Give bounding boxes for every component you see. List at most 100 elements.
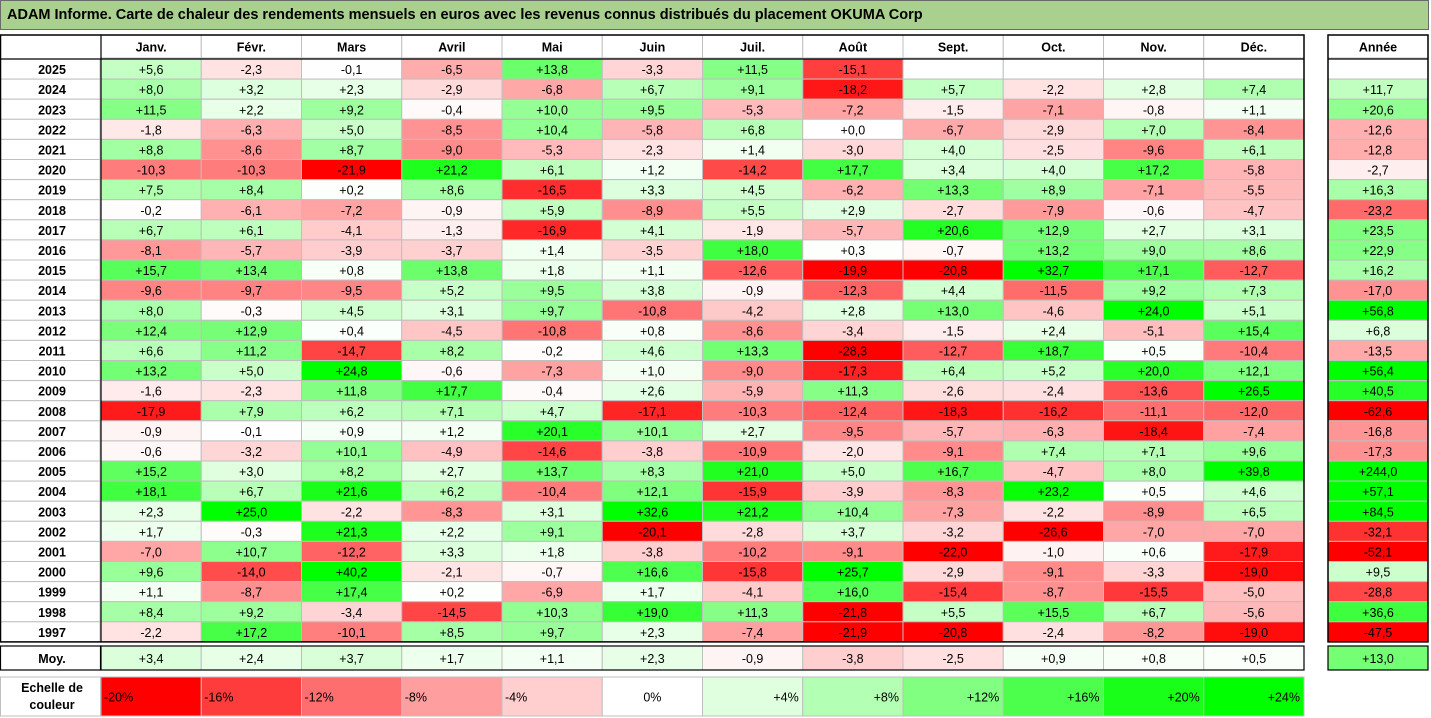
heat-cell-value: -10,1 <box>337 626 366 640</box>
heat-cell-value: +3,7 <box>841 525 866 539</box>
heat-cell-value: +8,4 <box>239 184 264 198</box>
annual-cell-value: -52,1 <box>1364 545 1393 559</box>
average-cell-value: +0,8 <box>1141 652 1166 666</box>
heat-cell-value: -14,6 <box>538 445 567 459</box>
heat-cell-value: -6,1 <box>241 204 263 218</box>
heat-cell-value: +1,4 <box>740 143 765 157</box>
heat-cell-value: +1,1 <box>640 264 665 278</box>
heat-cell-value: -2,2 <box>140 626 162 640</box>
heat-cell-value: -3,2 <box>241 445 263 459</box>
heat-cell-value: +7,4 <box>1242 83 1267 97</box>
heat-cell-value: +6,7 <box>139 224 164 238</box>
heat-cell-value: -9,6 <box>140 284 162 298</box>
heat-cell-value: -0,1 <box>241 425 263 439</box>
row-year-label: 2020 <box>38 164 66 178</box>
heat-cell-value: +2,3 <box>640 626 665 640</box>
heat-cell-value: -10,9 <box>738 445 767 459</box>
heat-cell-value: -3,3 <box>642 63 664 77</box>
heat-cell-value: +6,7 <box>239 485 264 499</box>
row-year-label: 2025 <box>38 63 66 77</box>
heat-cell-value: +5,6 <box>139 63 164 77</box>
heat-cell-value: -3,0 <box>842 143 864 157</box>
heat-cell-value: -15,8 <box>738 566 767 580</box>
heat-cell-value: +4,0 <box>941 143 966 157</box>
column-header-10: Oct. <box>1041 41 1065 55</box>
heat-cell-value: +9,5 <box>640 103 665 117</box>
heat-cell-value: +3,4 <box>941 164 966 178</box>
column-header-4: Avril <box>438 41 465 55</box>
annual-cell-value: +56,8 <box>1362 304 1394 318</box>
heat-cell-value: -6,7 <box>942 123 964 137</box>
heat-cell-value: -18,2 <box>839 83 868 97</box>
average-cell <box>301 645 403 671</box>
heat-cell-value: -5,5 <box>1243 184 1265 198</box>
heat-cell-value: +13,4 <box>236 264 268 278</box>
heat-cell-value: -7,4 <box>742 626 764 640</box>
heat-cell-value: +15,4 <box>1238 324 1270 338</box>
heat-cell-value: -8,4 <box>1243 123 1265 137</box>
annual-cell-value: -17,0 <box>1364 284 1393 298</box>
heat-cell-value: +10,1 <box>336 445 368 459</box>
heat-cell-value: -9,1 <box>1043 566 1065 580</box>
heat-cell-value: -12,3 <box>839 284 868 298</box>
heat-cell-value: +9,7 <box>540 304 565 318</box>
heat-cell-value: -5,0 <box>1243 586 1265 600</box>
scale-swatch-label: -4% <box>505 691 527 705</box>
scale-swatch <box>200 676 302 717</box>
heat-cell-value: +6,1 <box>540 164 565 178</box>
heat-cell-value: -6,3 <box>241 123 263 137</box>
heat-cell-value: +8,3 <box>640 465 665 479</box>
heat-cell-value: -8,2 <box>1143 626 1165 640</box>
annual-cell-value: -62,6 <box>1364 405 1393 419</box>
heat-cell-value: +11,5 <box>136 103 167 117</box>
heat-cell-value: +4,5 <box>339 304 364 318</box>
annual-cell-value: +23,5 <box>1362 224 1394 238</box>
heat-cell-value: +8,7 <box>339 143 364 157</box>
heat-cell-value: +3,3 <box>440 545 465 559</box>
heat-cell-value: -7,4 <box>1243 425 1265 439</box>
heat-cell-value: -9,1 <box>942 445 964 459</box>
heat-cell-value: -16,5 <box>538 184 567 198</box>
row-year-label: 2021 <box>38 143 66 157</box>
heat-cell-value: -2,5 <box>1043 143 1065 157</box>
heat-cell-value: -13,6 <box>1139 385 1168 399</box>
average-cell-value: +0,5 <box>1242 652 1267 666</box>
scale-swatch <box>100 676 202 717</box>
heat-cell-value: +17,7 <box>436 385 468 399</box>
average-label-cell <box>0 645 102 671</box>
annual-cell-value: -17,3 <box>1364 445 1393 459</box>
annual-cell-value: +9,5 <box>1366 566 1391 580</box>
heat-cell-value: -5,3 <box>541 143 563 157</box>
heat-cell <box>1103 58 1205 80</box>
heat-cell-value: +7,4 <box>1041 445 1066 459</box>
heat-cell-value: -0,1 <box>341 63 363 77</box>
heat-cell-value: +7,1 <box>1141 445 1166 459</box>
heat-cell-value: -5,9 <box>742 385 764 399</box>
heat-cell-value: -2,4 <box>1043 385 1065 399</box>
heat-cell-value: -3,9 <box>842 485 864 499</box>
heat-cell-value: +12,9 <box>1038 224 1070 238</box>
heat-cell-value: +9,0 <box>1141 244 1166 258</box>
heat-cell-value: -4,6 <box>1043 304 1065 318</box>
heat-cell-value: -2,8 <box>742 525 764 539</box>
heat-cell-value: +25,0 <box>236 505 268 519</box>
heat-cell-value: +0,2 <box>339 184 364 198</box>
heat-cell-value: -26,6 <box>1039 525 1068 539</box>
heat-cell-value: -6,3 <box>1043 425 1065 439</box>
heat-cell-value: -7,0 <box>1243 525 1265 539</box>
heat-cell-value: +11,8 <box>336 385 367 399</box>
column-header-1: Janv. <box>136 41 167 55</box>
heat-cell-value: -4,7 <box>1043 465 1065 479</box>
scale-swatch <box>301 676 403 717</box>
heat-cell-value: -0,7 <box>942 244 964 258</box>
heat-cell-value: -17,9 <box>1240 545 1269 559</box>
heat-cell-value: -15,1 <box>839 63 868 77</box>
heat-cell-value: +17,7 <box>837 164 869 178</box>
heat-cell-value: +5,1 <box>1242 304 1267 318</box>
heat-cell-value: -0,9 <box>140 425 162 439</box>
heat-cell-value: +10,0 <box>536 103 568 117</box>
heat-cell-value: -3,2 <box>942 525 964 539</box>
heat-cell-value: +10,1 <box>637 425 669 439</box>
heat-cell-value: +2,9 <box>841 204 866 218</box>
heat-cell-value: -12,2 <box>337 545 366 559</box>
